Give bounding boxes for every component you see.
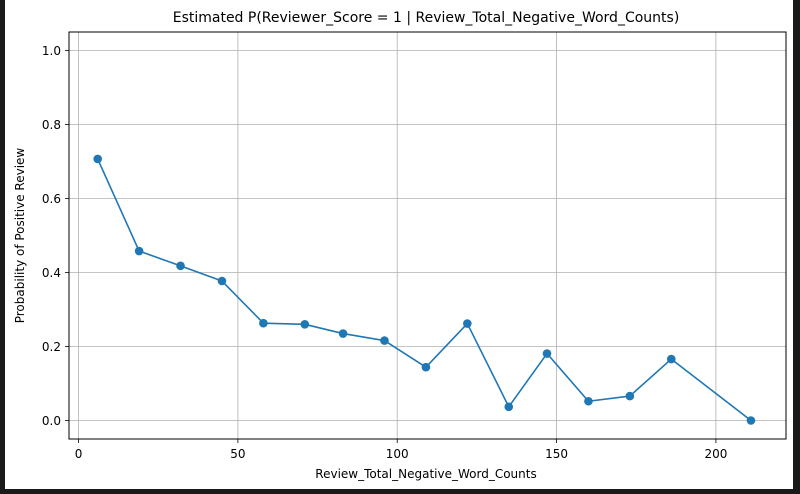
y-tick-label: 1.0 [42,44,61,58]
y-tick-label: 0.0 [42,414,61,428]
x-tick-label: 0 [75,447,83,461]
y-tick-label: 0.8 [42,118,61,132]
axis-layer: 0 50 100 150 200 0.0 0.2 0.4 0.6 0.8 1.0 [42,44,727,461]
x-tick-label: 50 [230,447,245,461]
data-point [746,416,756,425]
data-point [625,391,635,401]
data-point [380,336,389,345]
line-chart: 0 50 100 150 200 0.0 0.2 0.4 0.6 0.8 1.0 Estimated… [13,10,787,481]
grid-layer [69,32,786,439]
figure-frame: 0 50 100 150 200 0.0 0.2 0.4 0.6 0.8 1.0 Estimated… [5,0,793,489]
y-tick-label: 0.6 [42,192,61,206]
data-point [300,320,310,329]
data-point [504,402,514,412]
series-line [96,158,752,422]
chart-title: Estimated P(Reviewer_Score = 1 | Review_… [173,10,680,26]
y-tick-label: 0.4 [42,266,61,280]
data-point [338,329,348,338]
y-axis-label: Probability of Positive Review [13,148,27,324]
data-point [259,318,268,328]
data-point [217,276,227,286]
data-point [176,261,185,271]
data-point [134,246,144,256]
x-tick-label: 150 [545,447,568,461]
data-point [463,319,472,328]
plot-area [68,31,787,440]
x-axis-label: Review_Total_Negative_Word_Counts [315,467,536,481]
data-point [584,396,593,406]
y-tick-label: 0.2 [42,340,61,354]
series-layer [93,154,756,425]
data-point [421,362,431,372]
x-tick-label: 100 [386,447,409,461]
data-point [542,349,552,358]
data-point [93,154,102,164]
x-tick-label: 200 [704,447,727,461]
data-point [666,354,676,364]
